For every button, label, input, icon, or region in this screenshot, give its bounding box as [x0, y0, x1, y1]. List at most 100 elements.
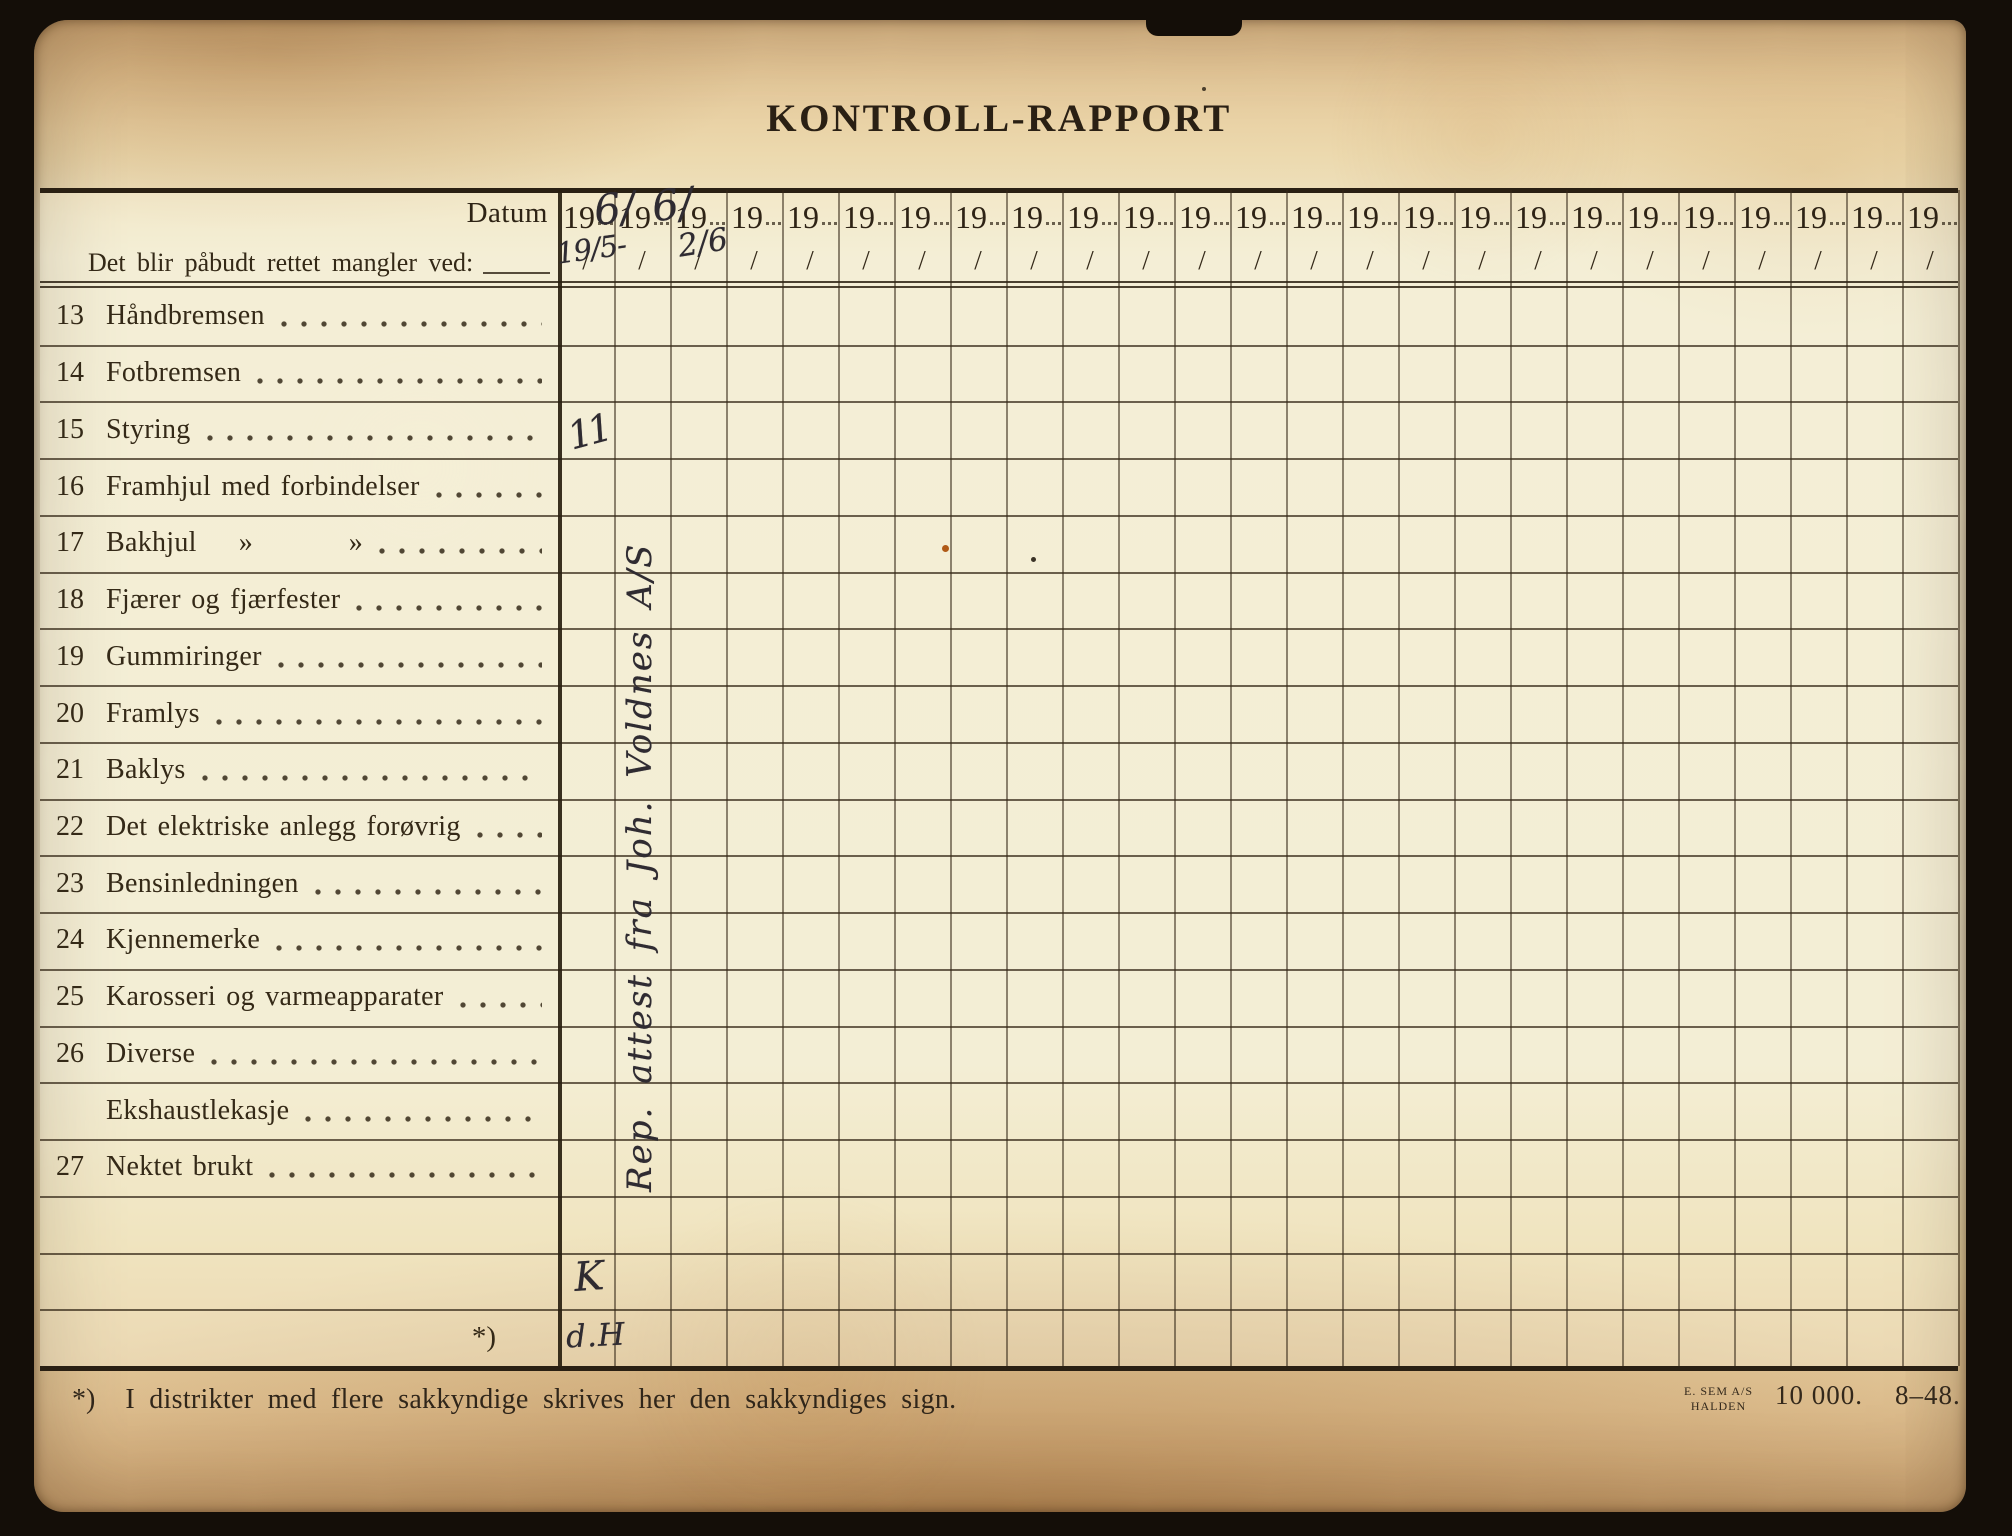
year-prefix: 19 [1515, 199, 1547, 235]
date-slash-cell: / [1366, 245, 1374, 275]
date-slash-cell: / [1086, 245, 1094, 275]
row-label: Det elektriske anlegg forøvrig [106, 810, 461, 842]
condition-label: Det blir påbudt rettet mangler ved: [88, 248, 552, 278]
year-prefix: 19 [1347, 199, 1379, 235]
year-prefix: 19 [1907, 199, 1939, 235]
year-cell: 19 [1795, 196, 1845, 238]
year-dots [878, 219, 893, 225]
table-line [558, 190, 562, 1366]
row-number: 13 [56, 300, 84, 332]
table-line [40, 286, 1958, 288]
year-dots [1606, 219, 1621, 225]
year-dots [1046, 219, 1061, 225]
table-row: 13 Håndbremsen [56, 288, 552, 345]
year-dots [654, 219, 669, 225]
table-row: 19 Gummiringer [56, 628, 552, 685]
year-prefix: 19 [1123, 199, 1155, 235]
printer-name: E. SEM A/S HALDEN [1684, 1384, 1753, 1414]
ditto-mark: » [348, 527, 363, 559]
date-slash-cell: / [1198, 245, 1206, 275]
date-slash-cell: / [1422, 245, 1430, 275]
table-line [1510, 190, 1512, 1366]
dot-leader [305, 1115, 542, 1122]
date-slash-cell: / [1254, 245, 1262, 275]
year-prefix: 19 [1291, 199, 1323, 235]
row-label: Ekshaustlekasje [106, 1094, 290, 1126]
year-dots [1102, 219, 1117, 225]
table-line [40, 515, 1958, 517]
year-dots [1494, 219, 1509, 225]
table-line [1846, 190, 1848, 1366]
table-row: 14 Fotbremsen [56, 345, 552, 402]
year-cell: 19 [1627, 196, 1677, 238]
table-row: *) [56, 1309, 552, 1366]
year-cell: 19 [787, 196, 837, 238]
table-line [670, 190, 672, 1366]
table-line [40, 1026, 1958, 1028]
year-dots [1382, 219, 1397, 225]
year-dots [1718, 219, 1733, 225]
dot-leader [215, 718, 542, 725]
date-slash-cell: / [1310, 245, 1318, 275]
year-cell: 19 [1739, 196, 1789, 238]
year-prefix: 19 [731, 199, 763, 235]
table-line [40, 401, 1958, 403]
table-line [1958, 190, 1960, 1366]
footnote-mark: *) [72, 1384, 96, 1415]
year-cell: 19 [955, 196, 1005, 238]
table-line [40, 281, 1958, 283]
table-row [56, 1196, 552, 1253]
row-number: 20 [56, 697, 84, 729]
row-number: 23 [56, 867, 84, 899]
date-slash-cell: / [1814, 245, 1822, 275]
year-prefix: 19 [1403, 199, 1435, 235]
year-prefix: 19 [1235, 199, 1267, 235]
table-row: 18 Fjærer og fjærfester [56, 572, 552, 629]
scan-speck [1031, 557, 1036, 562]
table-line [40, 969, 1958, 971]
date-slash-cell: / [694, 245, 702, 275]
table-row: 23 Bensinledningen [56, 855, 552, 912]
year-dots [1774, 219, 1789, 225]
table-line [782, 190, 784, 1366]
row-label: Gummiringer [106, 640, 262, 672]
row-label: Bensinledningen [106, 867, 299, 899]
table-row: 26 Diverse [56, 1026, 552, 1083]
row-number: 15 [56, 413, 84, 445]
table-line [1006, 190, 1008, 1366]
year-cell: 19 [1907, 196, 1957, 238]
table-line [1902, 190, 1904, 1366]
year-cell: 19 [1235, 196, 1285, 238]
year-prefix: 19 [1459, 199, 1491, 235]
table-line [40, 628, 1958, 630]
table-line [1454, 190, 1456, 1366]
year-cell: 19 [1179, 196, 1229, 238]
table-line [1118, 190, 1120, 1366]
table-line [1734, 190, 1736, 1366]
dot-leader [201, 775, 542, 782]
year-cell: 19 [1571, 196, 1621, 238]
year-dots [1326, 219, 1341, 225]
year-prefix: 19 [787, 199, 819, 235]
year-prefix: 19 [955, 199, 987, 235]
year-dots [1942, 219, 1957, 225]
footnote: *) I distrikter med flere sakkyndige skri… [72, 1384, 956, 1416]
year-cell: 19 [1403, 196, 1453, 238]
table-row: Ekshaustlekasje [56, 1082, 552, 1139]
year-cell: 19 [1291, 196, 1341, 238]
year-dots [1662, 219, 1677, 225]
table-line [1174, 190, 1176, 1366]
date-slash-cell: / [806, 245, 814, 275]
row-label: Framlys [106, 697, 200, 729]
row-label: Framhjul med forbindelser [106, 470, 420, 502]
handwritten-date-2: 2/6 [675, 221, 731, 265]
year-prefix: 19 [1571, 199, 1603, 235]
year-dots [710, 219, 725, 225]
year-dots [1158, 219, 1173, 225]
printer-imprint: E. SEM A/S HALDEN 10 000. 8–48. [1684, 1380, 1961, 1414]
table-line [1678, 190, 1680, 1366]
date-slash-cell: / [1534, 245, 1542, 275]
table-line [726, 190, 728, 1366]
year-cell: 19 [843, 196, 893, 238]
